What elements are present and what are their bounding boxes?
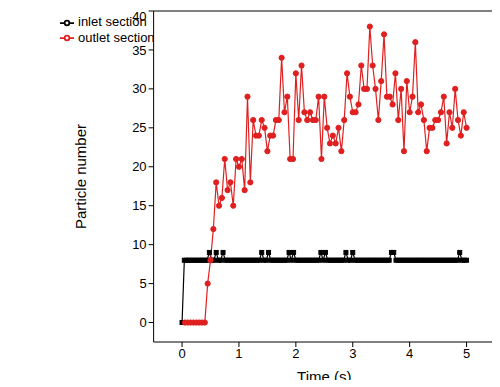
svg-text:40: 40 — [132, 9, 146, 24]
svg-text:0: 0 — [139, 315, 146, 330]
svg-text:4: 4 — [406, 346, 413, 361]
svg-text:20: 20 — [132, 159, 146, 174]
svg-text:10: 10 — [132, 237, 146, 252]
svg-text:0: 0 — [178, 346, 185, 361]
svg-text:1: 1 — [235, 346, 242, 361]
svg-text:5: 5 — [139, 276, 146, 291]
svg-text:25: 25 — [132, 120, 146, 135]
svg-text:35: 35 — [132, 43, 146, 58]
svg-text:15: 15 — [132, 198, 146, 213]
svg-text:Particle number: Particle number — [72, 124, 89, 229]
svg-text:3: 3 — [349, 346, 356, 361]
svg-text:5: 5 — [463, 346, 470, 361]
svg-text:Time (s): Time (s) — [297, 368, 351, 380]
svg-text:2: 2 — [292, 346, 299, 361]
svg-text:30: 30 — [132, 81, 146, 96]
